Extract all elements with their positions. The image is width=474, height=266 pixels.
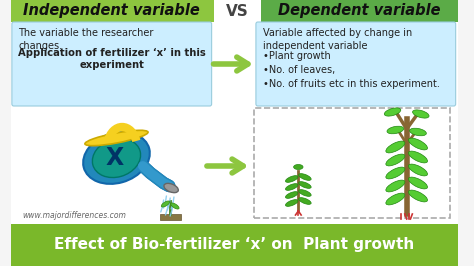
Ellipse shape xyxy=(171,203,179,209)
FancyBboxPatch shape xyxy=(12,22,211,106)
Text: Application of fertilizer ‘x’ in this
experiment: Application of fertilizer ‘x’ in this ex… xyxy=(18,48,206,70)
Text: Dependent variable: Dependent variable xyxy=(278,3,441,19)
Ellipse shape xyxy=(285,184,298,190)
FancyArrowPatch shape xyxy=(207,159,243,173)
Bar xyxy=(160,214,181,220)
FancyBboxPatch shape xyxy=(254,108,450,218)
Bar xyxy=(213,0,261,22)
Ellipse shape xyxy=(387,126,404,134)
Ellipse shape xyxy=(285,192,298,198)
Text: Variable affected by change in
independent variable: Variable affected by change in independe… xyxy=(263,28,412,51)
Ellipse shape xyxy=(92,138,141,177)
Ellipse shape xyxy=(299,174,311,180)
Ellipse shape xyxy=(299,182,311,188)
Ellipse shape xyxy=(409,138,428,150)
Ellipse shape xyxy=(299,198,311,204)
Text: Independent variable: Independent variable xyxy=(23,3,200,19)
Bar xyxy=(261,0,457,22)
Ellipse shape xyxy=(409,151,428,163)
Ellipse shape xyxy=(386,154,405,166)
FancyArrowPatch shape xyxy=(213,57,248,71)
Bar xyxy=(11,0,457,224)
Text: VS: VS xyxy=(226,3,248,19)
Ellipse shape xyxy=(410,128,426,136)
Ellipse shape xyxy=(285,176,298,182)
Text: The variable the researcher
changes.: The variable the researcher changes. xyxy=(18,28,154,51)
Text: X: X xyxy=(106,146,124,170)
Bar xyxy=(11,0,213,22)
Text: www.majordifferences.com: www.majordifferences.com xyxy=(22,211,126,220)
Ellipse shape xyxy=(386,180,405,192)
Ellipse shape xyxy=(409,177,428,189)
Ellipse shape xyxy=(161,201,170,207)
Ellipse shape xyxy=(299,190,311,196)
Ellipse shape xyxy=(412,110,429,118)
Ellipse shape xyxy=(293,164,303,169)
Text: Effect of Bio-fertilizer ‘x’ on  Plant growth: Effect of Bio-fertilizer ‘x’ on Plant gr… xyxy=(54,238,414,252)
Bar xyxy=(11,224,457,266)
Ellipse shape xyxy=(386,193,405,205)
Ellipse shape xyxy=(409,164,428,176)
Ellipse shape xyxy=(384,108,401,116)
Ellipse shape xyxy=(386,167,405,179)
Ellipse shape xyxy=(409,190,428,202)
FancyBboxPatch shape xyxy=(256,22,456,106)
Ellipse shape xyxy=(285,200,298,206)
Ellipse shape xyxy=(83,132,150,184)
Ellipse shape xyxy=(386,141,405,153)
Ellipse shape xyxy=(164,183,178,193)
Text: •Plant growth
•No. of leaves,
•No. of fruits etc in this experiment.: •Plant growth •No. of leaves, •No. of fr… xyxy=(263,51,439,89)
Ellipse shape xyxy=(85,130,148,146)
